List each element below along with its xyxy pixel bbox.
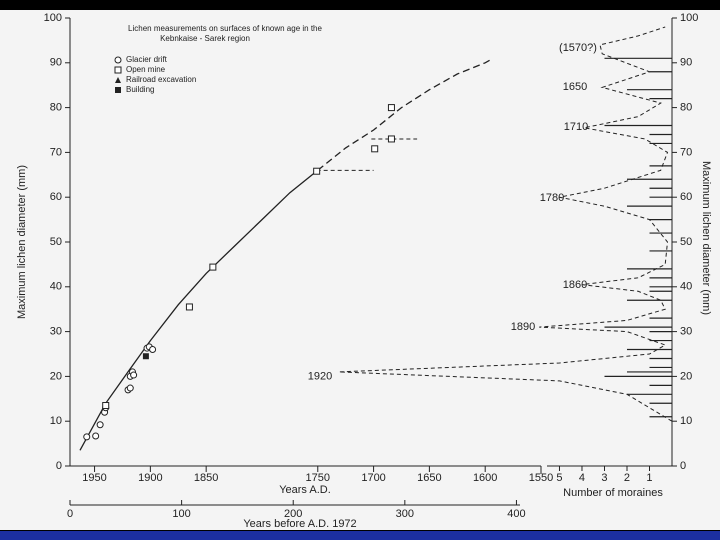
peak-label: 1710 [564, 121, 588, 133]
x-tick-label: 1900 [138, 472, 162, 484]
peak-label: 1920 [308, 370, 332, 382]
x-axis-title: Years A.D. [279, 484, 331, 496]
y-tick-label: 80 [50, 102, 62, 114]
y2-tick-label: 90 [680, 57, 692, 69]
growth-curve [79, 169, 319, 451]
point [83, 433, 91, 441]
point [185, 303, 193, 311]
legend-marker [115, 87, 121, 93]
x-tick-label: 1650 [417, 472, 441, 484]
chart-title: Kebnkaise - Sarek region [160, 34, 250, 43]
x-tick-label: 1700 [361, 472, 385, 484]
x-tick-label: 1550 [529, 472, 553, 484]
y-tick-label: 30 [50, 326, 62, 338]
y-tick-label: 10 [50, 415, 62, 427]
point [142, 353, 149, 360]
legend-label: Building [126, 85, 154, 94]
y2-tick-label: 20 [680, 370, 692, 382]
page-background [0, 10, 720, 530]
y-tick-label: 60 [50, 191, 62, 203]
y-tick-label: 50 [50, 236, 62, 248]
y-tick-label: 20 [50, 370, 62, 382]
legend-label: Glacier drift [126, 55, 168, 64]
y-axis-title: Maximum lichen diameter (mm) [16, 165, 28, 319]
x-tick-label: 1950 [82, 472, 106, 484]
x2-tick-label: 300 [396, 508, 414, 520]
legend-marker [114, 66, 122, 74]
peak-label: 1650 [563, 81, 587, 93]
peak-label: (1570?) [559, 42, 597, 54]
x-tick-label: 1750 [306, 472, 330, 484]
point [387, 104, 395, 112]
frequency-curve [338, 26, 673, 422]
y-tick-label: 70 [50, 146, 62, 158]
y2-tick-label: 10 [680, 415, 692, 427]
x-tick-label: 1600 [473, 472, 497, 484]
footer-bar [0, 531, 720, 540]
peak-label: 1890 [511, 321, 535, 333]
y2-tick-label: 70 [680, 146, 692, 158]
x2-tick-label: 400 [507, 508, 525, 520]
y2-tick-label: 30 [680, 326, 692, 338]
chart-title: Lichen measurements on surfaces of known… [128, 24, 322, 33]
y-tick-label: 40 [50, 281, 62, 293]
legend-marker [115, 77, 121, 83]
point [92, 432, 100, 440]
legend-label: Railroad excavation [126, 75, 196, 84]
point [130, 371, 138, 379]
point [102, 402, 110, 410]
legend-label: Open mine [126, 65, 166, 74]
y2-tick-label: 60 [680, 191, 692, 203]
y2-tick-label: 40 [680, 281, 692, 293]
point [371, 145, 379, 153]
moraine-tick-label: 5 [556, 472, 562, 484]
moraine-tick-label: 2 [624, 472, 630, 484]
legend-marker [114, 56, 122, 64]
x2-axis-title: Years before A.D. 1972 [243, 518, 356, 530]
moraine-tick-label: 3 [601, 472, 607, 484]
moraine-tick-label: 4 [579, 472, 585, 484]
x-tick-label: 1850 [194, 472, 218, 484]
moraine-axis-title: Number of moraines [563, 487, 663, 499]
point [387, 135, 395, 143]
y2-tick-label: 80 [680, 102, 692, 114]
point [313, 167, 321, 175]
y2-axis-title: Maximum lichen diameter (mm) [700, 161, 712, 315]
y-tick-label: 0 [56, 460, 62, 472]
point [126, 384, 134, 392]
x2-tick-label: 0 [67, 508, 73, 520]
y2-tick-label: 0 [680, 460, 686, 472]
peak-label: 1780 [540, 192, 564, 204]
peak-label: 1860 [563, 279, 587, 291]
y2-tick-label: 100 [680, 12, 698, 24]
y-tick-label: 90 [50, 57, 62, 69]
y2-tick-label: 50 [680, 236, 692, 248]
x2-tick-label: 200 [284, 508, 302, 520]
point [209, 263, 217, 271]
moraine-tick-label: 1 [646, 472, 652, 484]
growth-curve [317, 57, 494, 171]
point [149, 346, 157, 354]
point [96, 421, 104, 429]
x2-tick-label: 100 [172, 508, 190, 520]
y-tick-label: 100 [44, 12, 62, 24]
